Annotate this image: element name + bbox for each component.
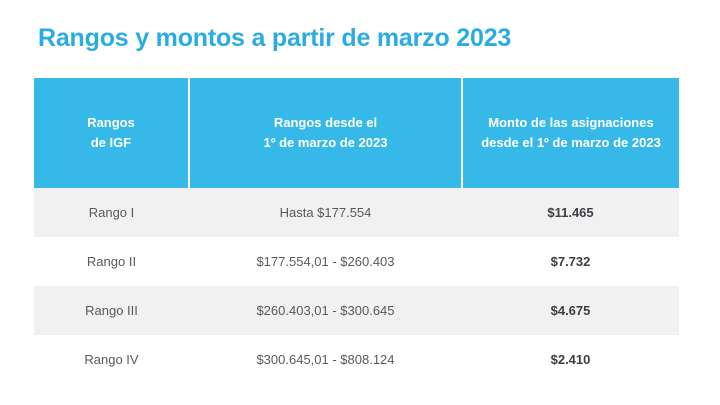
table-row: Rango III $260.403,01 - $300.645 $4.675 [34, 286, 679, 335]
cell-desde: $177.554,01 - $260.403 [256, 254, 395, 269]
header-line: Rangos desde el [273, 115, 378, 130]
cell-rango: Rango II [86, 254, 137, 269]
page-title: Rangos y montos a partir de marzo 2023 [38, 24, 512, 52]
header-rangos-desde: Rangos desde el 1º de marzo de 2023 [188, 78, 462, 188]
header-line: Monto de las asignaciones [488, 115, 654, 130]
cell-monto: $7.732 [550, 254, 591, 269]
cell-rango: Rango IV [84, 352, 139, 367]
table-row: Rango II $177.554,01 - $260.403 $7.732 [34, 237, 679, 286]
cell-desde: $300.645,01 - $808.124 [256, 352, 395, 367]
header-line: desde el 1º de marzo de 2023 [481, 135, 661, 150]
cell-rango: Rango III [34, 286, 189, 335]
header-row: Rangos de IGF Rangos desde el 1º de marz… [34, 78, 679, 188]
cell-monto: $4.675 [462, 286, 679, 335]
cell-desde: $260.403,01 - $300.645 [189, 286, 462, 335]
header-line: de IGF [90, 135, 132, 150]
table-body: Rango I Hasta $177.554 $11.465 Rango II … [34, 188, 679, 384]
ranges-table: Rangos de IGF Rangos desde el 1º de marz… [34, 78, 679, 384]
table-row: Rango I Hasta $177.554 $11.465 [34, 188, 679, 237]
header-monto-asignaciones: Monto de las asignaciones desde el 1º de… [461, 78, 679, 188]
cell-desde: Hasta $177.554 [189, 188, 462, 237]
header-line: Rangos [87, 115, 135, 130]
table-row: Rango IV $300.645,01 - $808.124 $2.410 [34, 335, 679, 384]
header-line: 1º de marzo de 2023 [263, 135, 388, 150]
cell-monto: $11.465 [462, 188, 679, 237]
header-rangos-igf: Rangos de IGF [34, 78, 189, 188]
cell-rango: Rango I [34, 188, 189, 237]
table-header: Rangos de IGF Rangos desde el 1º de marz… [34, 78, 679, 188]
cell-monto: $2.410 [550, 352, 591, 367]
